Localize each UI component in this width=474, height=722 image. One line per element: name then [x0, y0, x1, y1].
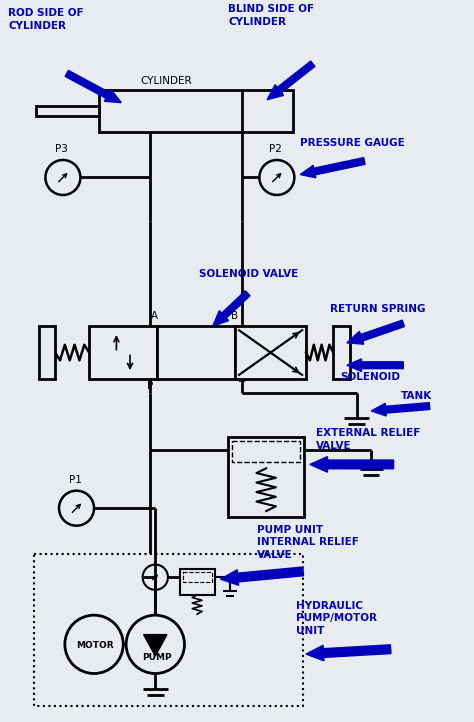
Bar	[99, 90, 293, 132]
Bar	[38, 326, 55, 379]
Text: BLIND SIDE OF
CYLINDER: BLIND SIDE OF CYLINDER	[228, 4, 314, 27]
Text: T: T	[238, 380, 244, 391]
Text: HYDRAULIC
PUMP/MOTOR
UNIT: HYDRAULIC PUMP/MOTOR UNIT	[296, 601, 377, 635]
Bar	[34, 554, 303, 705]
Bar	[333, 326, 350, 379]
Text: MOTOR: MOTOR	[76, 641, 114, 651]
Text: PUMP UNIT
INTERNAL RELIEF
VALVE: PUMP UNIT INTERNAL RELIEF VALVE	[257, 525, 359, 560]
Bar	[235, 326, 306, 379]
FancyArrow shape	[310, 456, 393, 472]
Text: EXTERNAL RELIEF
VALVE: EXTERNAL RELIEF VALVE	[316, 428, 420, 451]
FancyArrow shape	[371, 403, 430, 416]
FancyArrow shape	[267, 61, 315, 100]
Text: B: B	[231, 310, 238, 321]
Text: P: P	[146, 380, 153, 391]
Text: P1: P1	[69, 475, 82, 485]
FancyArrow shape	[306, 645, 391, 661]
FancyArrow shape	[347, 359, 403, 372]
Bar	[228, 438, 304, 517]
Bar	[232, 441, 300, 463]
FancyArrow shape	[213, 291, 250, 326]
FancyArrow shape	[300, 157, 365, 178]
Bar	[180, 570, 215, 595]
FancyArrow shape	[347, 320, 404, 344]
Text: P2: P2	[269, 144, 282, 155]
Circle shape	[59, 491, 94, 526]
Text: CYLINDER: CYLINDER	[141, 76, 192, 86]
Text: PRESSURE GAUGE: PRESSURE GAUGE	[300, 139, 405, 149]
Text: P3: P3	[55, 144, 68, 155]
Circle shape	[143, 565, 168, 590]
Text: PUMP: PUMP	[142, 653, 171, 662]
Circle shape	[46, 160, 81, 195]
Bar	[157, 326, 235, 379]
Polygon shape	[144, 635, 167, 656]
Text: TANK: TANK	[401, 391, 432, 401]
Circle shape	[126, 615, 184, 674]
Text: ROD SIDE OF
CYLINDER: ROD SIDE OF CYLINDER	[9, 8, 84, 31]
Text: A: A	[151, 310, 158, 321]
Circle shape	[65, 615, 123, 674]
Text: RETURN SPRING: RETURN SPRING	[330, 304, 426, 314]
Text: SOLENOID: SOLENOID	[340, 372, 400, 382]
Bar	[89, 326, 157, 379]
Bar	[182, 573, 212, 582]
Circle shape	[259, 160, 294, 195]
Text: SOLENOID VALVE: SOLENOID VALVE	[199, 269, 298, 279]
FancyArrow shape	[65, 71, 121, 103]
Bar	[36, 106, 99, 116]
FancyArrow shape	[220, 567, 303, 586]
